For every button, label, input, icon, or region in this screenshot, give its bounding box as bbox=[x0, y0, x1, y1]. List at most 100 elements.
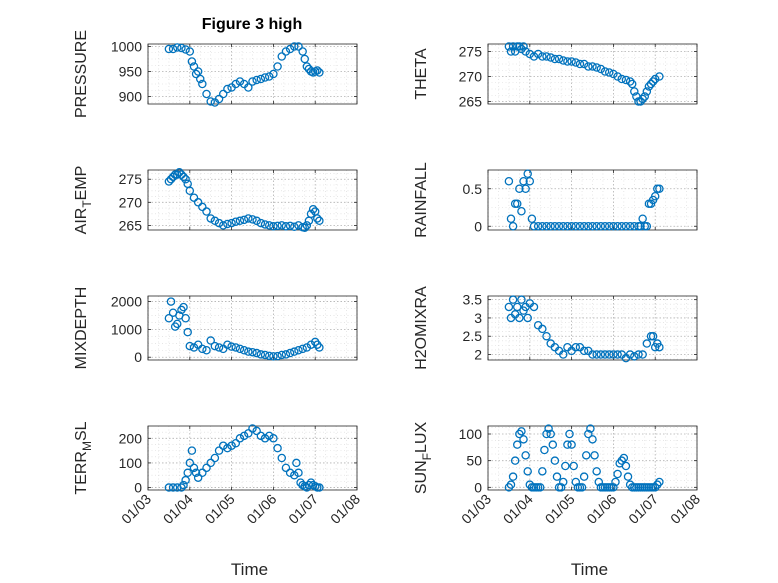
data-point bbox=[302, 221, 312, 230]
data-point bbox=[584, 221, 593, 231]
data-point bbox=[193, 473, 203, 482]
data-point bbox=[187, 446, 197, 455]
axes-box bbox=[147, 425, 358, 491]
data-point bbox=[544, 424, 553, 433]
data-point bbox=[285, 468, 295, 478]
data-point bbox=[264, 351, 274, 361]
data-point bbox=[613, 221, 622, 231]
y-axis-label: AIRTEMP bbox=[73, 166, 94, 235]
data-point bbox=[231, 343, 241, 352]
data-point bbox=[550, 54, 560, 64]
data-point bbox=[179, 302, 188, 312]
data-point bbox=[613, 350, 622, 359]
data-point bbox=[193, 198, 203, 207]
data-point bbox=[260, 73, 270, 82]
data-point bbox=[592, 350, 601, 359]
data-point bbox=[504, 483, 514, 492]
data-point bbox=[504, 42, 514, 51]
data-point bbox=[592, 467, 601, 476]
data-point bbox=[223, 340, 232, 349]
data-point bbox=[571, 221, 581, 231]
data-point bbox=[210, 341, 220, 351]
data-point bbox=[183, 468, 192, 478]
data-point bbox=[640, 92, 650, 101]
data-point bbox=[302, 62, 312, 71]
data-point bbox=[508, 295, 518, 304]
data-point bbox=[252, 75, 261, 85]
data-point bbox=[300, 223, 309, 232]
data-point bbox=[519, 42, 528, 51]
data-point bbox=[542, 52, 551, 61]
data-point bbox=[175, 168, 184, 177]
data-point bbox=[650, 191, 660, 201]
x-tick-label: 01/08 bbox=[667, 491, 703, 527]
data-point bbox=[609, 69, 618, 79]
y-tick-label: 3 bbox=[474, 310, 482, 326]
data-point bbox=[529, 221, 539, 231]
data-point bbox=[206, 336, 215, 345]
data-point bbox=[269, 352, 278, 361]
data-point bbox=[294, 346, 303, 355]
data-point bbox=[523, 313, 532, 323]
data-point bbox=[546, 53, 555, 62]
data-point bbox=[306, 209, 316, 219]
data-point bbox=[195, 74, 205, 84]
data-point bbox=[202, 207, 211, 216]
data-point bbox=[653, 480, 662, 489]
data-point bbox=[546, 221, 555, 231]
data-point bbox=[571, 342, 581, 352]
data-point bbox=[538, 324, 547, 334]
data-point bbox=[642, 87, 652, 96]
data-point bbox=[596, 221, 606, 231]
y-tick-label: 265 bbox=[459, 94, 483, 110]
y-tick-label: 2000 bbox=[111, 294, 142, 310]
data-point bbox=[260, 350, 270, 360]
data-point bbox=[623, 472, 633, 481]
data-point bbox=[223, 443, 232, 453]
data-point bbox=[185, 341, 195, 351]
data-point bbox=[210, 453, 220, 463]
data-point bbox=[308, 204, 318, 214]
y-tick-label: 265 bbox=[119, 217, 143, 233]
data-point bbox=[577, 483, 587, 492]
data-point bbox=[644, 82, 654, 91]
data-point bbox=[527, 214, 537, 223]
data-point bbox=[554, 221, 564, 231]
data-point bbox=[198, 202, 207, 212]
data-point bbox=[239, 346, 249, 355]
y-tick-label: 1000 bbox=[111, 321, 142, 337]
data-point bbox=[600, 350, 610, 359]
data-point bbox=[517, 427, 526, 436]
x-axis-label: Time bbox=[571, 560, 608, 579]
data-point bbox=[239, 215, 249, 225]
data-point bbox=[227, 218, 236, 228]
data-point bbox=[198, 344, 207, 354]
data-point bbox=[256, 350, 266, 359]
figure-title: Figure 3 high bbox=[202, 16, 302, 33]
data-point bbox=[218, 221, 228, 230]
data-point bbox=[269, 434, 278, 443]
data-point bbox=[313, 66, 322, 75]
data-point bbox=[191, 468, 201, 478]
data-point bbox=[214, 218, 224, 228]
data-point bbox=[604, 221, 614, 231]
data-point bbox=[533, 221, 543, 231]
data-point bbox=[521, 184, 530, 193]
data-point bbox=[269, 69, 278, 79]
y-tick-label: 275 bbox=[459, 44, 483, 60]
data-point bbox=[584, 62, 593, 71]
y-tick-label: 100 bbox=[459, 426, 483, 442]
data-point bbox=[650, 483, 660, 492]
data-point bbox=[198, 468, 207, 478]
data-point bbox=[521, 451, 530, 460]
data-point bbox=[290, 42, 299, 51]
data-point bbox=[166, 297, 176, 306]
data-point bbox=[281, 350, 291, 359]
data-point bbox=[638, 350, 647, 359]
data-point bbox=[525, 49, 535, 59]
data-point bbox=[648, 331, 658, 341]
data-point bbox=[223, 84, 232, 94]
data-point bbox=[523, 467, 532, 476]
data-point bbox=[630, 87, 639, 96]
